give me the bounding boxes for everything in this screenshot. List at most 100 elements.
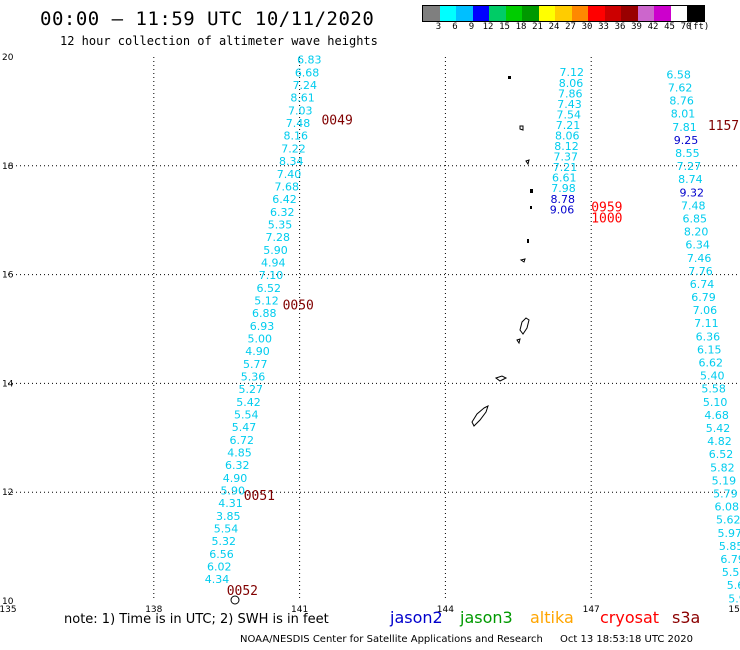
colorbar-tick: 6: [452, 22, 458, 32]
colorbar-tick: 33: [598, 22, 609, 32]
rota-island-outline: [494, 375, 508, 382]
wave-height-value: 5.58: [701, 383, 726, 396]
wave-height-value: 7.11: [694, 317, 719, 330]
x-tick-label: 141: [291, 605, 308, 615]
wave-height-value: 9.32: [680, 186, 705, 199]
x-tick-label: 147: [583, 605, 600, 615]
wave-height-value: 4.34: [205, 573, 230, 586]
wave-height-value: 6.85: [682, 212, 707, 225]
colorbar-swatch: [522, 6, 539, 21]
wave-height-value: 7.27: [677, 160, 702, 173]
wave-height-value: 6.79: [720, 553, 740, 566]
wave-height-value: 7.46: [687, 252, 712, 265]
footer-timestamp: Oct 13 18:53:18 UTC 2020: [560, 634, 693, 645]
wave-height-value: 6.68: [295, 66, 320, 79]
wave-height-value: 5.54: [214, 523, 239, 536]
wave-height-value: 5.00: [248, 332, 273, 345]
wave-height-value: 7.40: [277, 168, 302, 181]
pass-time-label: 0051: [244, 489, 275, 504]
units-note: note: 1) Time is in UTC; 2) SWH is in fe…: [64, 612, 329, 627]
colorbar-swatch: [489, 6, 506, 21]
colorbar-swatch: [505, 6, 522, 21]
wave-height-value: 6.52: [257, 282, 282, 295]
wave-height-value: 4.68: [704, 409, 729, 422]
wave-height-value: 5.35: [268, 218, 293, 231]
wave-height-value: 8.61: [290, 92, 315, 105]
colorbar-swatch: [654, 6, 671, 21]
colorbar-tick: 42: [647, 22, 659, 32]
wave-height-value: 9.25: [674, 134, 699, 147]
wave-height-value: 5.77: [243, 358, 268, 371]
wave-height-value: 5.97: [717, 527, 740, 540]
wave-height-value: 7.68: [275, 180, 300, 193]
wave-height-value: 5.79: [713, 488, 738, 501]
altimeter-tracks: 6.836.687.248.617.037.488.167.228.347.40…: [205, 54, 740, 606]
anatahan-island-outline: [519, 258, 526, 263]
wave-height-value: 7.28: [266, 231, 291, 244]
wave-height-value: 8.20: [684, 226, 709, 239]
wave-height-value: 6.15: [697, 343, 722, 356]
y-tick-label: 10: [2, 597, 14, 607]
wave-height-value: 6.32: [270, 206, 295, 219]
wave-height-value: 7.22: [281, 142, 306, 155]
wave-height-value: 6.08: [715, 501, 740, 514]
colorbar-swatch: [621, 6, 638, 21]
agrihan-island-outline: [530, 189, 533, 193]
wave-height-value: 6.93: [250, 320, 275, 333]
guam-island-outline: [471, 405, 489, 427]
wave-height-value: 5.42: [236, 396, 261, 409]
colorbar-swatch: [472, 6, 489, 21]
wave-height-value: 7.86: [558, 87, 583, 100]
wave-height-value: 5.32: [211, 535, 236, 548]
wave-height-value: 7.03: [288, 104, 313, 117]
colorbar-tick: 27: [565, 22, 576, 32]
colorbar-tick: 3: [435, 22, 442, 32]
wave-height-value: 5.47: [232, 421, 257, 434]
wave-height-value: 6.88: [252, 307, 277, 320]
wave-height-value: 8.55: [675, 147, 700, 160]
wave-height-value: 6.72: [230, 434, 255, 447]
map-subtitle: 12 hour collection of altimeter wave hei…: [60, 34, 378, 48]
colorbar-tick: 24: [548, 22, 560, 32]
pagan-island-outline: [527, 239, 529, 243]
wave-height-value: 5.57: [722, 566, 740, 579]
wave-height-value: 4.82: [707, 435, 732, 448]
wave-height-value: 5.10: [703, 396, 728, 409]
wave-height-value: 5.27: [239, 383, 264, 396]
wave-height-value: 5.19: [712, 474, 737, 487]
colorbar-swatch: [439, 6, 456, 21]
pass-time-label: 0049: [321, 114, 352, 129]
wave-height-value: 8.01: [671, 108, 696, 121]
track-1156-1157: 6.587.628.768.017.819.258.557.278.749.32…: [666, 68, 740, 605]
legend-jason3: jason3: [460, 608, 513, 627]
wave-height-value: 6.42: [272, 193, 297, 206]
pass-time-labels: 00490050005100520959100011571156: [227, 114, 739, 600]
pass-time-label: 1157: [708, 119, 739, 134]
wave-height-value: 5.36: [241, 371, 266, 384]
wave-height-value: 6.61: [552, 172, 577, 185]
y-tick-label: 14: [2, 379, 14, 389]
x-tick-label: 138: [145, 605, 162, 615]
wave-height-value: 7.37: [554, 151, 579, 164]
wave-height-value: 7.54: [557, 108, 582, 121]
island-outlines: [230, 76, 533, 605]
wave-height-value: 8.16: [284, 130, 309, 143]
x-tick-label: 144: [437, 605, 454, 615]
y-tick-label: 16: [2, 271, 14, 281]
colorbar-tick: 21: [532, 22, 543, 32]
track-0049-0052: 6.836.687.248.617.037.488.167.228.347.40…: [205, 54, 322, 587]
x-tick-label: 135: [0, 605, 17, 615]
wave-height-value: 6.34: [685, 239, 710, 252]
x-tick-label: 150: [728, 605, 740, 615]
colorbar-tick: 45: [664, 22, 675, 32]
wave-height-value: 5.6: [727, 579, 740, 592]
wave-height-value: 7.21: [553, 161, 578, 174]
wave-height-value: 7.06: [693, 304, 718, 317]
wave-height-value: 7.24: [293, 79, 318, 92]
wave-height-value: 6.58: [666, 68, 691, 81]
wave-height-value: 6.83: [297, 54, 322, 67]
colorbar-swatch: [670, 6, 687, 21]
y-tick-label: 20: [2, 53, 14, 63]
wave-height-value: 6.52: [709, 448, 734, 461]
